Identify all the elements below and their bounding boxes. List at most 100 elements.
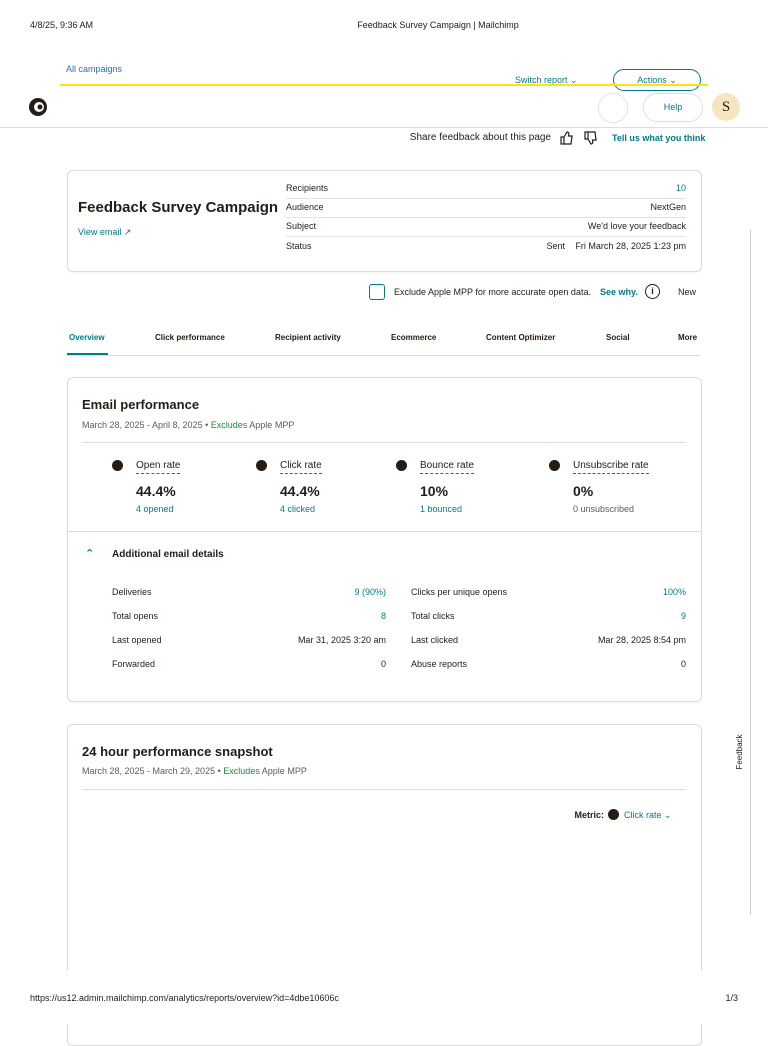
metric-label[interactable]: Bounce rate: [420, 461, 474, 474]
metric-value: 0%: [573, 483, 594, 499]
actions-button[interactable]: Actions ⌄: [613, 69, 701, 91]
detail-value: Mar 28, 2025 8:54 pm: [597, 635, 686, 645]
date-range: March 28, 2025 - April 8, 2025 •: [82, 420, 209, 430]
page: Mailchimp report html, body { margin: 0;…: [0, 20, 768, 1046]
detail-divider: [286, 236, 686, 237]
detail-value: Mar 31, 2025 3:20 am: [297, 635, 386, 645]
metric-icon: [608, 809, 619, 820]
excludes: Excludes: [210, 420, 248, 430]
detail-divider: [286, 198, 686, 199]
tab[interactable]: Ecommerce: [391, 333, 437, 342]
metric-label: Metric:: [574, 810, 604, 820]
side-feedback-tab[interactable]: Feedback: [735, 734, 744, 770]
detail-divider: [286, 217, 686, 218]
help-button[interactable]: Help: [643, 93, 703, 122]
collapse-chevron[interactable]: ⌃: [85, 548, 95, 560]
detail-label: Total clicks: [411, 611, 455, 621]
metric-label[interactable]: Click rate: [280, 461, 322, 474]
detail-label: Abuse reports: [411, 659, 468, 669]
snapshot-divider: [82, 789, 686, 790]
detail-value: We'd love your feedback: [587, 221, 686, 231]
mpp-link[interactable]: See why.: [600, 287, 638, 297]
metrics-divider: [67, 531, 701, 532]
metric-icon: [112, 460, 123, 471]
tabs-divider: [67, 355, 700, 356]
tab[interactable]: Content Optimizer: [486, 333, 556, 342]
detail-label: Forwarded: [112, 659, 156, 669]
detail-value[interactable]: 8: [380, 611, 386, 621]
detail-label: Recipients: [286, 183, 329, 193]
tab[interactable]: Recipient activity: [275, 333, 341, 342]
performance-dates: March 28, 2025 - April 8, 2025 • Exclude…: [82, 421, 294, 430]
view-email-label: View email: [78, 227, 122, 237]
detail-value: 0: [680, 659, 686, 669]
detail-label: Clicks per unique opens: [411, 587, 508, 597]
icon-button[interactable]: [598, 93, 628, 123]
metric-icon: [396, 460, 407, 471]
detail-value[interactable]: 100%: [662, 587, 686, 597]
nav-divider: [0, 127, 768, 128]
metric-sub[interactable]: 4 clicked: [280, 504, 316, 514]
date-range: March 28, 2025 - March 29, 2025 •: [82, 766, 221, 776]
performance-title: Email performance: [82, 397, 200, 412]
page-body: {"print_header": {"date": "4/8/25, 9:36 …: [0, 20, 768, 1046]
info-icon[interactable]: i: [645, 284, 660, 299]
excludes: Excludes: [223, 766, 260, 776]
excludes-target: Apple MPP: [249, 420, 295, 430]
metric-label[interactable]: Unsubscribe rate: [573, 461, 649, 474]
detail-label: Total opens: [112, 611, 159, 621]
detail-value: Fri March 28, 2025 1:23 pm: [575, 241, 686, 251]
metric-sub[interactable]: 4 opened: [136, 504, 174, 514]
metric-sub[interactable]: 1 bounced: [420, 504, 463, 514]
mpp-text: Exclude Apple MPP for more accurate open…: [394, 287, 591, 297]
footer-url: https://us12.admin.mailchimp.com/analyti…: [30, 993, 339, 1003]
switch-report-label: Switch report: [515, 75, 568, 85]
mpp-checkbox[interactable]: [369, 284, 385, 300]
additional-title[interactable]: Additional email details: [112, 549, 224, 560]
campaign-title: Feedback Survey Campaign: [78, 199, 279, 216]
tab[interactable]: Social: [606, 333, 630, 342]
print-date: 4/8/25, 9:36 AM: [30, 20, 94, 30]
avatar[interactable]: S: [712, 93, 740, 121]
metric-sub: 0 unsubscribed: [573, 504, 635, 514]
switch-report[interactable]: Switch report ⌄: [515, 75, 578, 85]
detail-label: Last opened: [112, 635, 162, 645]
detail-label: Status: [286, 241, 312, 251]
footer-band: [0, 970, 768, 1024]
campaign-card: [67, 170, 702, 272]
metric-select[interactable]: Click rate ⌄: [624, 810, 672, 820]
tab[interactable]: More: [678, 333, 698, 342]
print-title: Feedback Survey Campaign | Mailchimp: [357, 20, 519, 30]
detail-label: Subject: [286, 221, 317, 231]
metric-label[interactable]: Open rate: [136, 461, 181, 474]
feedback-text: Share feedback about this page: [409, 132, 551, 143]
tab[interactable]: Click performance: [155, 333, 225, 342]
detail-label: Last clicked: [411, 635, 459, 645]
detail-value[interactable]: 9 (90%): [354, 587, 386, 597]
breadcrumb[interactable]: All campaigns: [66, 64, 123, 74]
actions-label: Actions: [637, 75, 667, 85]
performance-divider: [82, 442, 686, 443]
feedback-link[interactable]: Tell us what you think: [612, 133, 706, 143]
view-email[interactable]: View email ↗: [78, 227, 132, 237]
snapshot-title: 24 hour performance snapshot: [82, 744, 273, 759]
detail-value: NextGen: [650, 202, 686, 212]
metric-value: 10%: [420, 483, 449, 499]
thumb-icons[interactable]: [559, 130, 601, 146]
mailchimp-logo[interactable]: [26, 95, 50, 119]
detail-label: Deliveries: [112, 587, 152, 597]
performance-card: [67, 377, 702, 702]
active-tab-indicator: [67, 353, 108, 355]
footer-page: 1/3: [725, 993, 738, 1003]
detail-value: 0: [380, 659, 386, 669]
metric-icon: [549, 460, 560, 471]
metric-value: 44.4%: [136, 483, 176, 499]
detail-status: Sent: [546, 241, 565, 251]
side-rule: [750, 230, 751, 915]
tab[interactable]: Overview: [69, 333, 105, 342]
detail-label: Audience: [286, 202, 324, 212]
detail-value[interactable]: 9: [680, 611, 686, 621]
metric-value: 44.4%: [280, 483, 320, 499]
metric-value: Click rate: [624, 810, 662, 820]
detail-value: 10: [675, 183, 686, 193]
